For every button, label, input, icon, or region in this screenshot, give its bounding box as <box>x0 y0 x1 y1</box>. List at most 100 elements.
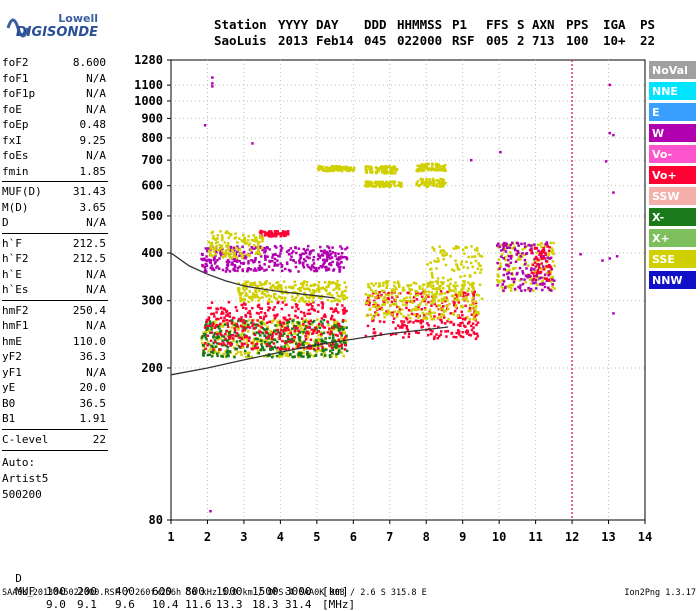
echo-point <box>366 324 370 328</box>
echo-point <box>308 325 311 329</box>
echo-point <box>460 291 463 294</box>
echo-point <box>207 318 211 321</box>
echo-point <box>328 327 331 330</box>
echo-point <box>285 318 289 322</box>
footer-d-row: D 100 200 400 600 800 1000 1500 3000 [km] <box>2 559 348 598</box>
echo-point <box>251 142 254 145</box>
echo-point <box>537 271 541 275</box>
echo-point <box>534 265 537 268</box>
echo-point <box>379 295 382 298</box>
echo-point <box>466 289 470 293</box>
echo-point <box>545 241 548 244</box>
echo-point <box>250 245 254 249</box>
echo-point <box>248 309 251 313</box>
echo-point <box>252 260 255 264</box>
echo-point <box>534 278 538 282</box>
echo-point <box>220 234 224 237</box>
echo-point <box>442 185 445 188</box>
echo-point <box>366 301 370 305</box>
echo-point <box>527 243 530 247</box>
echo-point <box>305 332 308 335</box>
echo-point <box>517 244 520 247</box>
echo-point <box>433 293 437 297</box>
echo-point <box>320 334 323 338</box>
param-name: yE <box>2 381 16 394</box>
echo-point <box>372 331 376 335</box>
echo-point <box>332 326 335 329</box>
echo-point <box>425 178 428 182</box>
echo-point <box>504 269 508 272</box>
echo-point <box>202 349 205 352</box>
echo-point <box>285 250 289 253</box>
echo-point <box>314 268 318 272</box>
echo-point <box>421 320 424 323</box>
echo-point <box>375 307 379 310</box>
echo-point <box>246 344 249 347</box>
echo-point <box>222 341 225 345</box>
echo-point <box>436 316 440 319</box>
echo-point <box>537 258 540 262</box>
echo-point <box>466 266 469 270</box>
echo-point <box>303 324 306 328</box>
echo-point <box>427 311 430 315</box>
echo-point <box>279 347 282 351</box>
echo-point <box>579 252 582 256</box>
echo-point <box>543 282 546 285</box>
echo-point <box>326 320 329 323</box>
echo-point <box>430 181 433 184</box>
echo-point <box>217 249 220 252</box>
echo-point <box>328 253 331 257</box>
echo-point <box>311 305 314 308</box>
echo-point <box>454 259 457 263</box>
echo-point <box>260 232 263 235</box>
y-tick-label: 300 <box>141 294 163 308</box>
echo-point <box>313 329 316 332</box>
echo-point <box>391 166 395 170</box>
echo-point <box>206 326 209 329</box>
echo-point <box>220 306 223 310</box>
echo-point <box>321 322 324 325</box>
echo-point <box>391 180 394 183</box>
echo-point <box>292 298 296 301</box>
echo-point <box>507 244 510 247</box>
echo-point <box>446 299 449 302</box>
echo-point <box>519 252 522 256</box>
echo-point <box>239 296 242 300</box>
echo-point <box>280 264 284 267</box>
echo-point <box>238 248 242 251</box>
echo-point <box>319 331 323 334</box>
echo-point <box>227 231 230 235</box>
echo-point <box>439 315 443 319</box>
echo-point <box>379 165 383 169</box>
echo-point <box>293 324 296 328</box>
echo-point <box>339 265 342 269</box>
echo-point <box>282 322 286 325</box>
echo-point <box>428 178 431 181</box>
echo-point <box>254 288 257 291</box>
echo-point <box>553 279 556 282</box>
echo-point <box>615 255 619 258</box>
echo-point <box>378 282 381 285</box>
echo-point <box>304 259 307 263</box>
echo-point <box>334 333 338 337</box>
echo-point <box>212 348 215 351</box>
echo-point <box>276 349 279 353</box>
echo-point <box>308 330 311 334</box>
echo-point <box>213 257 216 260</box>
echo-point <box>500 243 503 247</box>
echo-point <box>374 292 378 295</box>
echo-point <box>330 165 334 168</box>
echo-point <box>540 254 544 257</box>
echo-point <box>426 263 429 266</box>
echo-point <box>382 320 386 324</box>
echo-point <box>338 329 341 333</box>
echo-point <box>432 249 436 252</box>
echo-point <box>499 265 502 268</box>
echo-point <box>500 253 504 256</box>
echo-point <box>368 182 371 186</box>
echo-point <box>219 329 223 333</box>
echo-point <box>383 301 386 304</box>
echo-point <box>549 270 552 273</box>
echo-point <box>318 254 322 258</box>
echo-point <box>420 179 424 183</box>
